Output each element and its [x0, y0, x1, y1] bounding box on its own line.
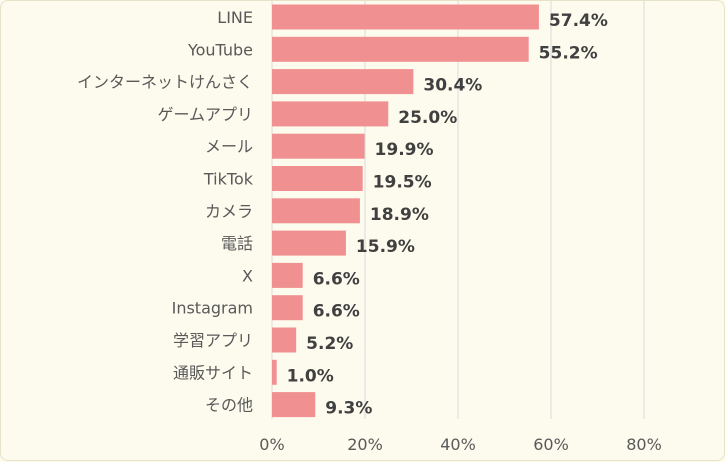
category-label: 電話 — [221, 234, 253, 253]
value-label: 9.3% — [325, 399, 372, 419]
category-label: YouTube — [187, 40, 253, 59]
value-label: 18.9% — [370, 205, 429, 225]
category-label: TikTok — [203, 170, 254, 189]
category-label: メール — [205, 137, 253, 156]
bar — [272, 36, 529, 62]
bar — [272, 133, 365, 159]
category-label: 学習アプリ — [173, 331, 253, 350]
category-label: 通販サイト — [173, 363, 253, 382]
x-axis-ticks: 0% 20% 40% 60% 80% — [259, 435, 661, 454]
value-label: 57.4% — [549, 11, 608, 31]
value-label: 19.5% — [373, 173, 432, 193]
bar — [272, 69, 414, 95]
value-labels: 57.4% 55.2% 30.4% 25.0% 19.9% 19.5% 18.9% 15.9%… — [287, 11, 608, 419]
bar — [272, 359, 277, 385]
x-tick-label: 60% — [533, 435, 569, 454]
bars — [272, 4, 539, 418]
bar — [272, 230, 346, 256]
category-label: X — [242, 266, 253, 285]
category-label: インターネットけんさく — [77, 73, 253, 92]
bar — [272, 101, 389, 127]
category-label: LINE — [217, 8, 253, 27]
x-tick-label: 40% — [440, 435, 476, 454]
bar — [272, 295, 303, 321]
bar — [272, 198, 360, 224]
category-label: その他 — [205, 396, 253, 415]
x-tick-label: 80% — [626, 435, 662, 454]
value-label: 25.0% — [398, 108, 457, 128]
value-label: 55.2% — [539, 43, 598, 63]
bar — [272, 327, 297, 353]
value-label: 1.0% — [287, 366, 334, 386]
bar — [272, 4, 539, 30]
category-label: カメラ — [205, 202, 253, 221]
category-label: Instagram — [172, 299, 253, 318]
category-label: ゲームアプリ — [157, 105, 253, 124]
x-tick-label: 0% — [259, 435, 284, 454]
value-label: 15.9% — [356, 237, 415, 257]
value-label: 19.9% — [375, 140, 434, 160]
value-label: 5.2% — [306, 334, 353, 354]
bar — [272, 392, 316, 418]
bar — [272, 262, 303, 288]
value-label: 30.4% — [423, 76, 482, 96]
bar — [272, 166, 363, 191]
value-label: 6.6% — [313, 269, 360, 289]
x-tick-label: 20% — [347, 435, 383, 454]
value-label: 6.6% — [313, 302, 360, 322]
